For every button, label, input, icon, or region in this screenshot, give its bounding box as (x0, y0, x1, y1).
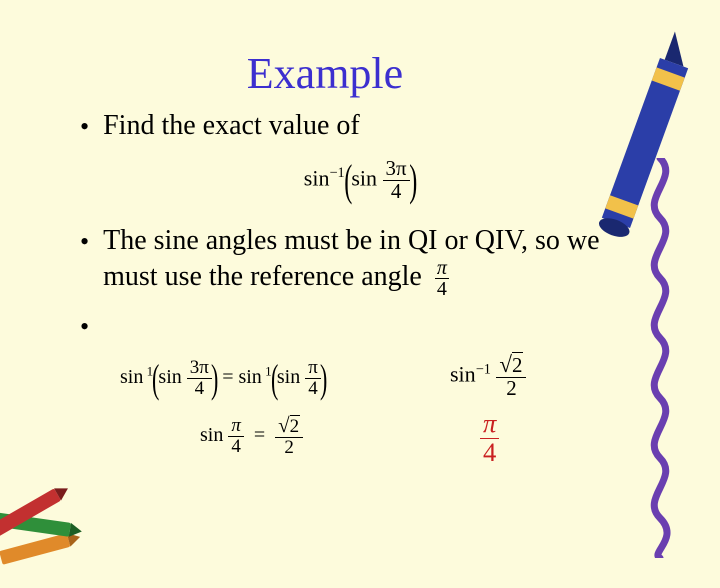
bullet-3-empty: • (80, 309, 680, 345)
bullet-dot: • (80, 309, 89, 345)
bullet-1: • Find the exact value of (80, 109, 680, 145)
slide-title: Example (0, 48, 720, 99)
equation-line-1: sin 1(sin 3π4) = sin 1(sin π4) (120, 355, 326, 402)
bullet-dot: • (80, 109, 89, 145)
equation-line-2: sin π4 = √22 (200, 415, 303, 458)
bullet-2-text: The sine angles must be in QI or QIV, so… (103, 224, 633, 299)
reference-angle-fraction: π 4 (435, 258, 449, 299)
equation-line-3: sin−1 √22 (450, 353, 526, 400)
answer-fraction: π4 (480, 410, 499, 467)
bullet-dot: • (80, 224, 89, 260)
formula-main: sin−1(sin 3π4) (40, 155, 680, 206)
bullet-1-text: Find the exact value of (103, 109, 360, 143)
equations-area: sin 1(sin 3π4) = sin 1(sin π4) sin π4 = … (80, 345, 680, 495)
